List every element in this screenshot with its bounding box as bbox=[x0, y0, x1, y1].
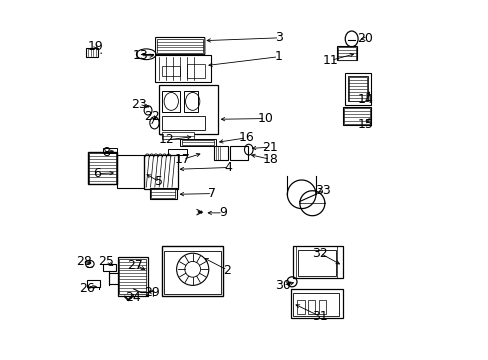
Text: 5: 5 bbox=[155, 175, 163, 188]
Bar bbox=[102, 148, 117, 153]
Text: 15: 15 bbox=[357, 118, 372, 131]
Bar bbox=[159, 85, 217, 134]
Text: 18: 18 bbox=[262, 153, 278, 166]
Text: 23: 23 bbox=[131, 98, 147, 111]
Bar bbox=[143, 155, 177, 189]
Text: 16: 16 bbox=[238, 131, 254, 144]
Bar bbox=[318, 300, 325, 314]
Bar bbox=[117, 155, 143, 188]
Bar bbox=[162, 91, 180, 112]
Bar bbox=[298, 249, 335, 276]
Text: 25: 25 bbox=[98, 255, 114, 268]
Bar bbox=[337, 47, 355, 60]
Bar bbox=[343, 108, 369, 124]
Text: 19: 19 bbox=[87, 40, 103, 53]
Bar bbox=[157, 39, 203, 53]
Text: 22: 22 bbox=[144, 110, 160, 123]
Text: 6: 6 bbox=[93, 167, 101, 180]
Text: 21: 21 bbox=[262, 141, 278, 154]
Text: 27: 27 bbox=[127, 258, 143, 271]
Text: 24: 24 bbox=[125, 291, 141, 304]
Text: 9: 9 bbox=[219, 206, 226, 219]
Bar bbox=[182, 140, 214, 145]
Bar bbox=[162, 132, 194, 139]
Text: 26: 26 bbox=[79, 283, 94, 296]
Text: 7: 7 bbox=[208, 187, 216, 200]
Bar bbox=[183, 91, 198, 112]
Bar bbox=[292, 293, 339, 316]
Text: 29: 29 bbox=[144, 286, 160, 299]
Text: 14: 14 bbox=[357, 93, 372, 106]
Bar bbox=[151, 189, 175, 198]
Bar bbox=[85, 48, 98, 57]
Bar bbox=[149, 188, 176, 199]
Text: 20: 20 bbox=[357, 32, 372, 45]
Bar bbox=[162, 116, 205, 130]
Text: 17: 17 bbox=[175, 153, 191, 166]
Bar bbox=[89, 153, 116, 184]
Text: 28: 28 bbox=[76, 255, 92, 268]
Bar bbox=[337, 46, 356, 60]
Text: 33: 33 bbox=[315, 184, 330, 197]
Text: 32: 32 bbox=[312, 247, 327, 260]
Text: 12: 12 bbox=[159, 134, 174, 147]
Bar bbox=[162, 66, 180, 76]
Bar bbox=[307, 300, 315, 314]
Bar bbox=[344, 73, 370, 105]
Bar bbox=[118, 257, 148, 296]
Bar bbox=[87, 280, 100, 287]
Text: 2: 2 bbox=[223, 264, 231, 276]
Bar bbox=[88, 153, 116, 184]
Bar bbox=[230, 146, 247, 160]
Bar bbox=[214, 146, 228, 160]
Bar bbox=[103, 264, 116, 271]
Bar bbox=[290, 289, 342, 318]
Text: 11: 11 bbox=[323, 54, 338, 67]
Text: 30: 30 bbox=[275, 279, 290, 292]
Text: 1: 1 bbox=[274, 50, 282, 63]
Bar bbox=[347, 76, 367, 102]
Bar bbox=[119, 258, 146, 294]
Bar bbox=[187, 64, 205, 78]
Text: 8: 8 bbox=[102, 146, 110, 159]
Text: 10: 10 bbox=[257, 112, 273, 125]
Bar bbox=[162, 246, 223, 296]
Text: 31: 31 bbox=[312, 310, 327, 323]
Bar bbox=[297, 300, 304, 314]
Bar bbox=[155, 55, 210, 82]
Bar bbox=[180, 139, 216, 146]
Bar bbox=[164, 251, 221, 294]
Text: 13: 13 bbox=[132, 49, 148, 62]
Bar bbox=[167, 149, 187, 155]
Bar bbox=[292, 246, 342, 278]
Bar bbox=[348, 77, 366, 101]
Bar bbox=[342, 107, 370, 125]
Text: 4: 4 bbox=[224, 161, 232, 174]
Text: 3: 3 bbox=[275, 31, 283, 44]
